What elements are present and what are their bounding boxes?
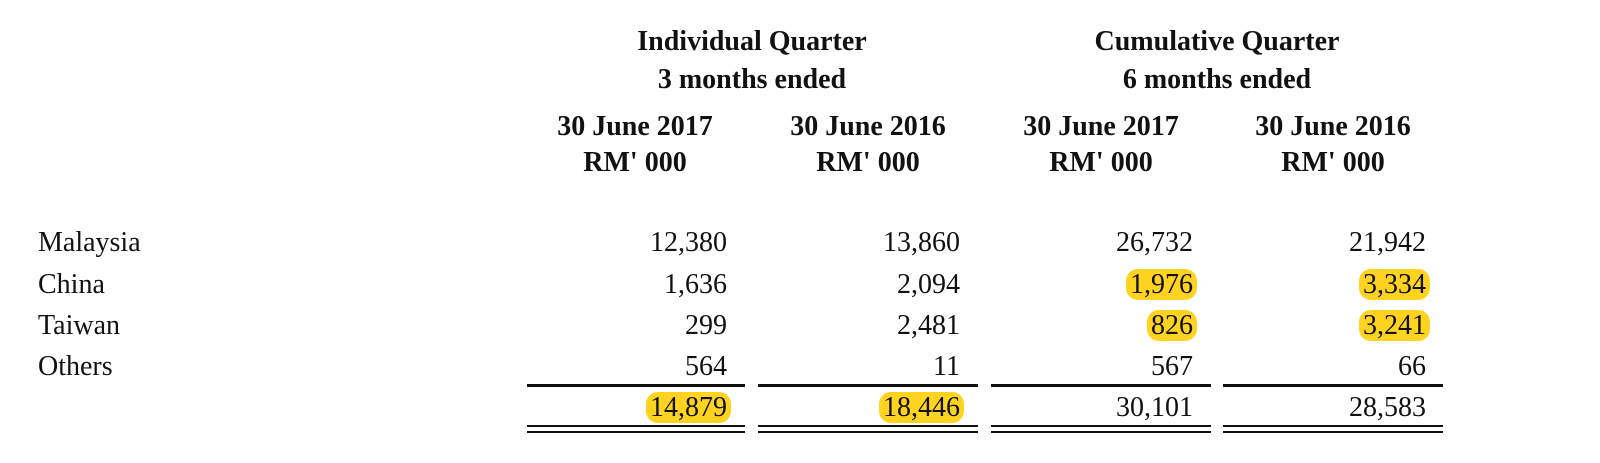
rule <box>1223 425 1443 427</box>
total-cell: 30,101 <box>993 391 1193 425</box>
cell: 826 <box>993 309 1197 343</box>
rule <box>1223 431 1443 433</box>
column-unit: RM' 000 <box>1049 147 1153 178</box>
cell: 2,481 <box>760 309 960 343</box>
cell: 26,732 <box>993 226 1193 260</box>
cell: 12,380 <box>527 226 727 260</box>
column-date: 30 June 2016 <box>790 111 946 142</box>
rule <box>527 425 745 427</box>
cell: 66 <box>1226 350 1426 384</box>
value: 30,101 <box>1116 392 1193 423</box>
value: 13,860 <box>883 227 960 258</box>
value: 2,094 <box>897 269 960 300</box>
highlighted-value: 826 <box>1147 310 1197 341</box>
value: 28,583 <box>1349 392 1426 423</box>
group-subtitle: 3 months ended <box>657 64 847 95</box>
total-cell: 28,583 <box>1226 391 1426 425</box>
highlighted-value: 3,334 <box>1359 269 1430 300</box>
total-cell: 18,446 <box>760 391 964 425</box>
highlighted-value: 1,976 <box>1126 269 1197 300</box>
value: 21,942 <box>1349 227 1426 258</box>
value: 564 <box>685 351 727 382</box>
column-date: 30 June 2017 <box>1023 111 1179 142</box>
value: 26,732 <box>1116 227 1193 258</box>
cell: 3,334 <box>1226 268 1430 302</box>
cell: 11 <box>760 350 960 384</box>
group-subtitle: 6 months ended <box>1122 64 1312 95</box>
column-date: 30 June 2016 <box>1255 111 1411 142</box>
column-unit: RM' 000 <box>1281 147 1385 178</box>
rule <box>991 384 1211 387</box>
group-title: Cumulative Quarter <box>1094 26 1340 57</box>
cell: 3,241 <box>1226 309 1430 343</box>
cell: 13,860 <box>760 226 960 260</box>
highlighted-value: 18,446 <box>879 392 964 423</box>
highlighted-value: 14,879 <box>646 392 731 423</box>
value: 11 <box>933 351 960 382</box>
row-label: China <box>38 269 105 300</box>
rule <box>758 425 978 427</box>
highlighted-value: 3,241 <box>1359 310 1430 341</box>
value: 2,481 <box>897 310 960 341</box>
rule <box>758 431 978 433</box>
total-cell: 14,879 <box>527 391 731 425</box>
rule <box>991 425 1211 427</box>
cell: 567 <box>993 350 1193 384</box>
cell: 2,094 <box>760 268 960 302</box>
rule <box>527 431 745 433</box>
rule <box>1223 384 1443 387</box>
column-unit: RM' 000 <box>816 147 920 178</box>
cell: 1,976 <box>993 268 1197 302</box>
column-unit: RM' 000 <box>583 147 687 178</box>
cell: 564 <box>527 350 727 384</box>
row-label: Taiwan <box>38 310 121 341</box>
row-label: Malaysia <box>38 227 141 258</box>
value: 567 <box>1151 351 1193 382</box>
value: 12,380 <box>650 227 727 258</box>
cell: 21,942 <box>1226 226 1426 260</box>
value: 1,636 <box>664 269 727 300</box>
rule <box>527 384 745 387</box>
value: 66 <box>1398 351 1426 382</box>
cell: 1,636 <box>527 268 727 302</box>
group-title: Individual Quarter <box>637 26 867 57</box>
column-date: 30 June 2017 <box>557 111 713 142</box>
row-label: Others <box>38 351 113 382</box>
rule <box>758 384 978 387</box>
cell: 299 <box>527 309 727 343</box>
value: 299 <box>685 310 727 341</box>
rule <box>991 431 1211 433</box>
